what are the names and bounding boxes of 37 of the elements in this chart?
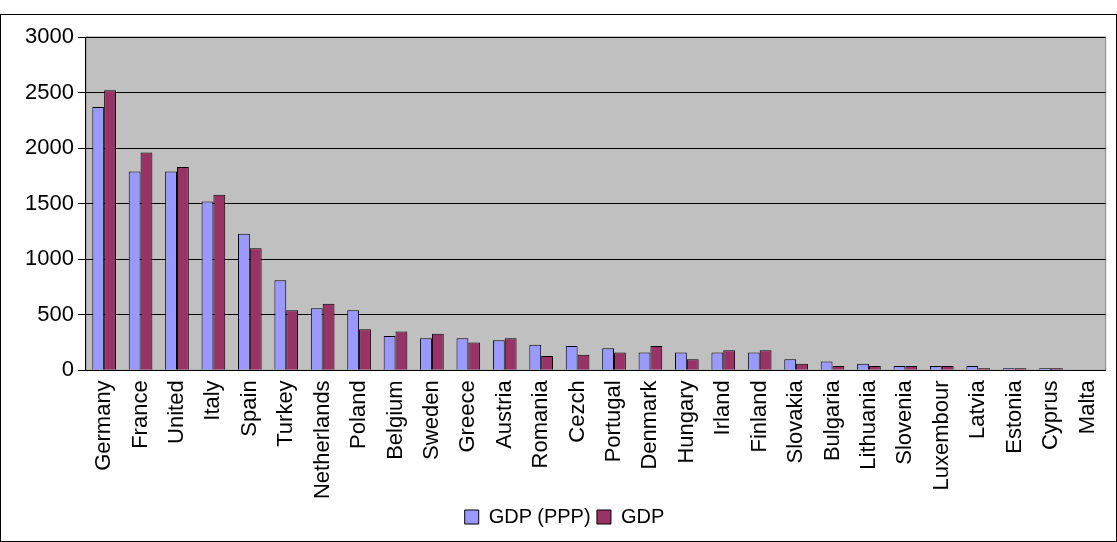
x-tick-label: Slovenia <box>891 379 917 465</box>
y-tick-label: 1000 <box>24 245 74 271</box>
x-tick-label: Luxembour <box>927 380 953 491</box>
y-tick-label: 0 <box>61 356 74 382</box>
x-tick-label: Bulgaria <box>818 379 844 462</box>
x-tick-label: United <box>163 380 189 444</box>
x-tick-label: Cyprus <box>1037 380 1063 451</box>
y-tick-label: 500 <box>37 300 74 326</box>
x-tick-label: Turkey <box>272 380 298 447</box>
y-tick-label: 3000 <box>24 23 74 49</box>
x-tick-label: Slovakia <box>782 379 808 464</box>
y-tick-label: 1500 <box>24 189 74 215</box>
x-tick-label: Latvia <box>964 379 990 440</box>
x-tick-label: Spain <box>235 380 261 437</box>
x-tick-label: Romania <box>527 379 553 469</box>
x-tick-label: Estonia <box>1000 379 1026 454</box>
x-tick-label: Netherlands <box>308 380 334 500</box>
legend-label: GDP (PPP) <box>488 504 591 527</box>
x-tick-label: Hungary <box>672 380 698 464</box>
x-tick-label: Italy <box>199 380 225 421</box>
x-tick-label: Denmark <box>636 379 662 470</box>
x-tick-label: Lithuania <box>855 379 881 470</box>
y-tick-label: 2500 <box>24 78 74 104</box>
x-tick-label: Irland <box>709 380 735 436</box>
x-tick-label: France <box>126 380 152 449</box>
x-tick-label: Germany <box>90 380 116 471</box>
x-tick-label: Finland <box>745 380 771 453</box>
x-tick-label: Portugal <box>600 380 626 463</box>
x-tick-label: Sweden <box>417 380 443 460</box>
x-tick-label: Austria <box>490 379 516 449</box>
x-tick-label: Greece <box>454 380 480 453</box>
y-tick-label: 2000 <box>24 134 74 160</box>
x-tick-label: Poland <box>345 380 371 449</box>
x-tick-label: Cezch <box>563 380 589 443</box>
x-tick-label: Belgium <box>381 380 407 460</box>
legend-label: GDP <box>620 504 665 527</box>
x-tick-label: Malta <box>1073 379 1099 435</box>
